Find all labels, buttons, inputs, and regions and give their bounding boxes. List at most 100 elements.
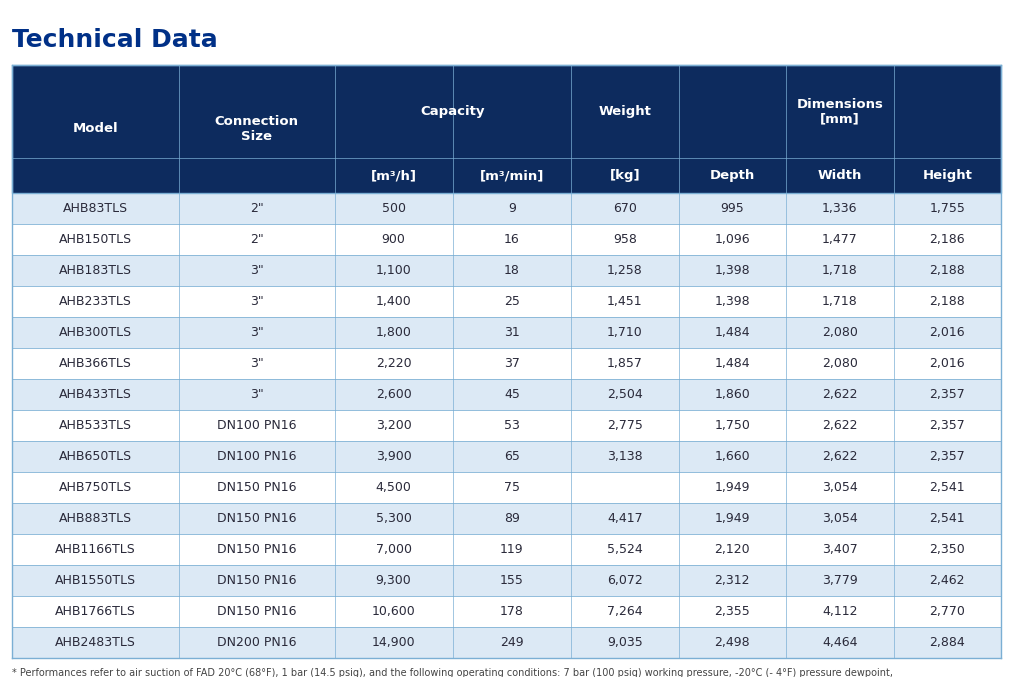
Text: AHB883TLS: AHB883TLS [59, 512, 132, 525]
Text: AHB1550TLS: AHB1550TLS [55, 574, 136, 587]
Text: 75: 75 [503, 481, 520, 494]
Text: 2,120: 2,120 [714, 543, 750, 556]
Bar [12, 410, 1001, 441]
Text: 1,718: 1,718 [822, 264, 858, 277]
Text: 119: 119 [500, 543, 524, 556]
Text: 7,000: 7,000 [376, 543, 411, 556]
Text: Model: Model [73, 123, 119, 135]
Text: 2,357: 2,357 [929, 419, 965, 432]
Text: AHB83TLS: AHB83TLS [63, 202, 128, 215]
Text: 1,400: 1,400 [376, 295, 411, 308]
Text: AHB366TLS: AHB366TLS [59, 357, 132, 370]
Bar [12, 534, 1001, 565]
Text: 1,710: 1,710 [607, 326, 642, 339]
Text: Width: Width [817, 169, 862, 182]
Bar [12, 596, 1001, 627]
Text: 1,660: 1,660 [714, 450, 750, 463]
Text: 4,500: 4,500 [376, 481, 411, 494]
Text: 2,080: 2,080 [822, 326, 858, 339]
Text: 900: 900 [382, 233, 405, 246]
Text: AHB650TLS: AHB650TLS [59, 450, 132, 463]
Bar [12, 317, 1001, 348]
Text: DN150 PN16: DN150 PN16 [217, 543, 297, 556]
Text: 1,949: 1,949 [714, 512, 750, 525]
Text: 1,484: 1,484 [714, 357, 750, 370]
Text: 1,718: 1,718 [822, 295, 858, 308]
Bar [12, 224, 1001, 255]
Text: 3,054: 3,054 [822, 481, 858, 494]
Text: 2": 2" [249, 202, 263, 215]
Text: 2": 2" [249, 233, 263, 246]
Text: 45: 45 [503, 388, 520, 401]
Text: 1,860: 1,860 [714, 388, 750, 401]
Text: 2,016: 2,016 [930, 326, 965, 339]
Text: 9,300: 9,300 [376, 574, 411, 587]
Text: 1,755: 1,755 [929, 202, 965, 215]
Text: AHB150TLS: AHB150TLS [59, 233, 132, 246]
Bar [12, 627, 1001, 658]
Text: 1,258: 1,258 [607, 264, 642, 277]
Text: 1,857: 1,857 [607, 357, 642, 370]
Text: 178: 178 [500, 605, 524, 618]
Text: AHB183TLS: AHB183TLS [59, 264, 132, 277]
Text: AHB533TLS: AHB533TLS [59, 419, 132, 432]
Text: DN100 PN16: DN100 PN16 [217, 450, 297, 463]
Text: 53: 53 [503, 419, 520, 432]
Text: 3,407: 3,407 [822, 543, 858, 556]
Text: AHB1766TLS: AHB1766TLS [55, 605, 136, 618]
Text: 3,900: 3,900 [376, 450, 411, 463]
Text: 89: 89 [503, 512, 520, 525]
Text: 2,775: 2,775 [607, 419, 642, 432]
Text: 2,188: 2,188 [929, 295, 965, 308]
Text: [m³/h]: [m³/h] [371, 169, 416, 182]
Text: 2,357: 2,357 [929, 388, 965, 401]
Text: 155: 155 [500, 574, 524, 587]
Text: DN150 PN16: DN150 PN16 [217, 481, 297, 494]
Text: DN100 PN16: DN100 PN16 [217, 419, 297, 432]
Text: Technical Data: Technical Data [12, 28, 218, 52]
Text: [m³/min]: [m³/min] [480, 169, 544, 182]
Text: 3": 3" [249, 295, 263, 308]
Text: 3,138: 3,138 [607, 450, 642, 463]
Bar [12, 286, 1001, 317]
Text: 2,462: 2,462 [930, 574, 965, 587]
Bar [12, 472, 1001, 503]
Text: 500: 500 [382, 202, 405, 215]
Text: 3": 3" [249, 264, 263, 277]
Text: 1,336: 1,336 [822, 202, 857, 215]
Bar [12, 441, 1001, 472]
Text: 2,622: 2,622 [822, 450, 857, 463]
Text: 2,498: 2,498 [714, 636, 750, 649]
Text: 670: 670 [613, 202, 637, 215]
Bar [12, 65, 1001, 193]
Text: 1,484: 1,484 [714, 326, 750, 339]
Text: 25: 25 [503, 295, 520, 308]
Text: 3": 3" [249, 357, 263, 370]
Text: AHB300TLS: AHB300TLS [59, 326, 132, 339]
Text: 2,770: 2,770 [929, 605, 965, 618]
Text: 2,622: 2,622 [822, 419, 857, 432]
Text: AHB1166TLS: AHB1166TLS [55, 543, 136, 556]
Text: 9,035: 9,035 [607, 636, 642, 649]
Text: DN150 PN16: DN150 PN16 [217, 605, 297, 618]
Text: Dimensions
[mm]: Dimensions [mm] [796, 97, 883, 125]
Text: 2,357: 2,357 [929, 450, 965, 463]
Text: Capacity: Capacity [420, 105, 485, 118]
Text: 2,350: 2,350 [929, 543, 965, 556]
Text: DN150 PN16: DN150 PN16 [217, 574, 297, 587]
Text: * Performances refer to air suction of FAD 20°C (68°F), 1 bar (14.5 psig), and t: * Performances refer to air suction of F… [12, 668, 893, 677]
Text: 2,541: 2,541 [930, 481, 965, 494]
Bar [12, 565, 1001, 596]
Text: DN200 PN16: DN200 PN16 [217, 636, 297, 649]
Text: 1,100: 1,100 [376, 264, 411, 277]
Text: 4,417: 4,417 [607, 512, 642, 525]
Text: 2,355: 2,355 [714, 605, 750, 618]
Text: Height: Height [922, 169, 972, 182]
Text: 2,016: 2,016 [930, 357, 965, 370]
Text: DN150 PN16: DN150 PN16 [217, 512, 297, 525]
Text: 7,264: 7,264 [607, 605, 642, 618]
Bar [12, 348, 1001, 379]
Text: 1,750: 1,750 [714, 419, 751, 432]
Text: 1,398: 1,398 [714, 264, 750, 277]
Text: 18: 18 [503, 264, 520, 277]
